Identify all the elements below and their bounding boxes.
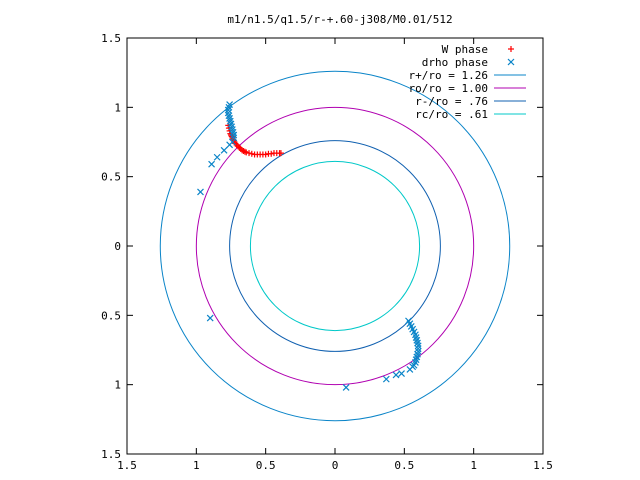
drho-phase-point [406, 365, 414, 373]
x-tick-label: 1.5 [117, 459, 137, 472]
legend-label: r+/ro = 1.26 [409, 69, 488, 82]
legend-label: drho phase [422, 56, 488, 69]
w-phase-point [241, 148, 248, 155]
y-tick-label: 1 [114, 101, 121, 114]
drho-phase-point [224, 106, 232, 114]
legend-marker-sample [507, 58, 515, 66]
x-tick-label: 0.5 [394, 459, 414, 472]
y-tick-label: 0.5 [101, 171, 121, 184]
drho-phase-point [220, 146, 228, 154]
w-phase-point [277, 150, 284, 157]
x-tick-label: 0 [332, 459, 339, 472]
drho-phase-point [206, 314, 214, 322]
legend-label: W phase [442, 43, 488, 56]
y-tick-label: 0 [114, 240, 121, 253]
w-phase-point [246, 150, 253, 157]
drho-phase-point [414, 342, 422, 350]
x-tick-label: 1.5 [533, 459, 553, 472]
drho-phase-point [226, 141, 234, 149]
w-phase-point [262, 151, 269, 158]
w-phase-point [236, 144, 243, 151]
circle-r-1-26 [159, 70, 511, 422]
circle-r-0-76 [229, 140, 441, 352]
w-phase-point [239, 147, 246, 154]
w-phase-point [243, 149, 250, 156]
drho-phase-point [398, 370, 405, 377]
drho-phase-point [230, 131, 238, 139]
legend-marker-sample [508, 46, 514, 52]
y-tick-label: 0.5 [101, 309, 121, 322]
drho-phase-point [342, 384, 350, 391]
drho-phase-point [208, 160, 216, 168]
circle-r-1 [195, 106, 475, 386]
y-tick-label: 1 [114, 379, 121, 392]
drho-phase-point [197, 188, 204, 196]
w-phase-point [268, 150, 275, 157]
drho-phase-point [414, 345, 422, 353]
chart-title: m1/n1.5/q1.5/r-+.60-j308/M0.01/512 [227, 13, 452, 26]
axis-ticks: 1.5 1 0.5 0 0.5 1 1.51.510.500.511.5 [101, 32, 553, 472]
drho-phase-point [213, 153, 221, 161]
drho-phase-point [392, 371, 400, 379]
radius-circles [159, 70, 511, 422]
drho-phase-point [230, 134, 238, 142]
w-phase-point [234, 143, 241, 150]
drho-phase-point [382, 375, 390, 383]
x-tick-label: 0.5 [256, 459, 276, 472]
w-phase-point [248, 150, 255, 157]
x-tick-label: 1 [193, 459, 200, 472]
y-tick-label: 1.5 [101, 32, 121, 45]
legend-label: ro/ro = 1.00 [409, 82, 488, 95]
x-tick-label: 1 [470, 459, 477, 472]
circle-r-0-61 [249, 160, 421, 332]
legend-label: rc/ro = .61 [415, 108, 488, 121]
data-points [197, 101, 422, 391]
w-phase-point [240, 148, 247, 155]
legend-label: r-/ro = .76 [415, 95, 488, 108]
y-tick-label: 1.5 [101, 448, 121, 461]
